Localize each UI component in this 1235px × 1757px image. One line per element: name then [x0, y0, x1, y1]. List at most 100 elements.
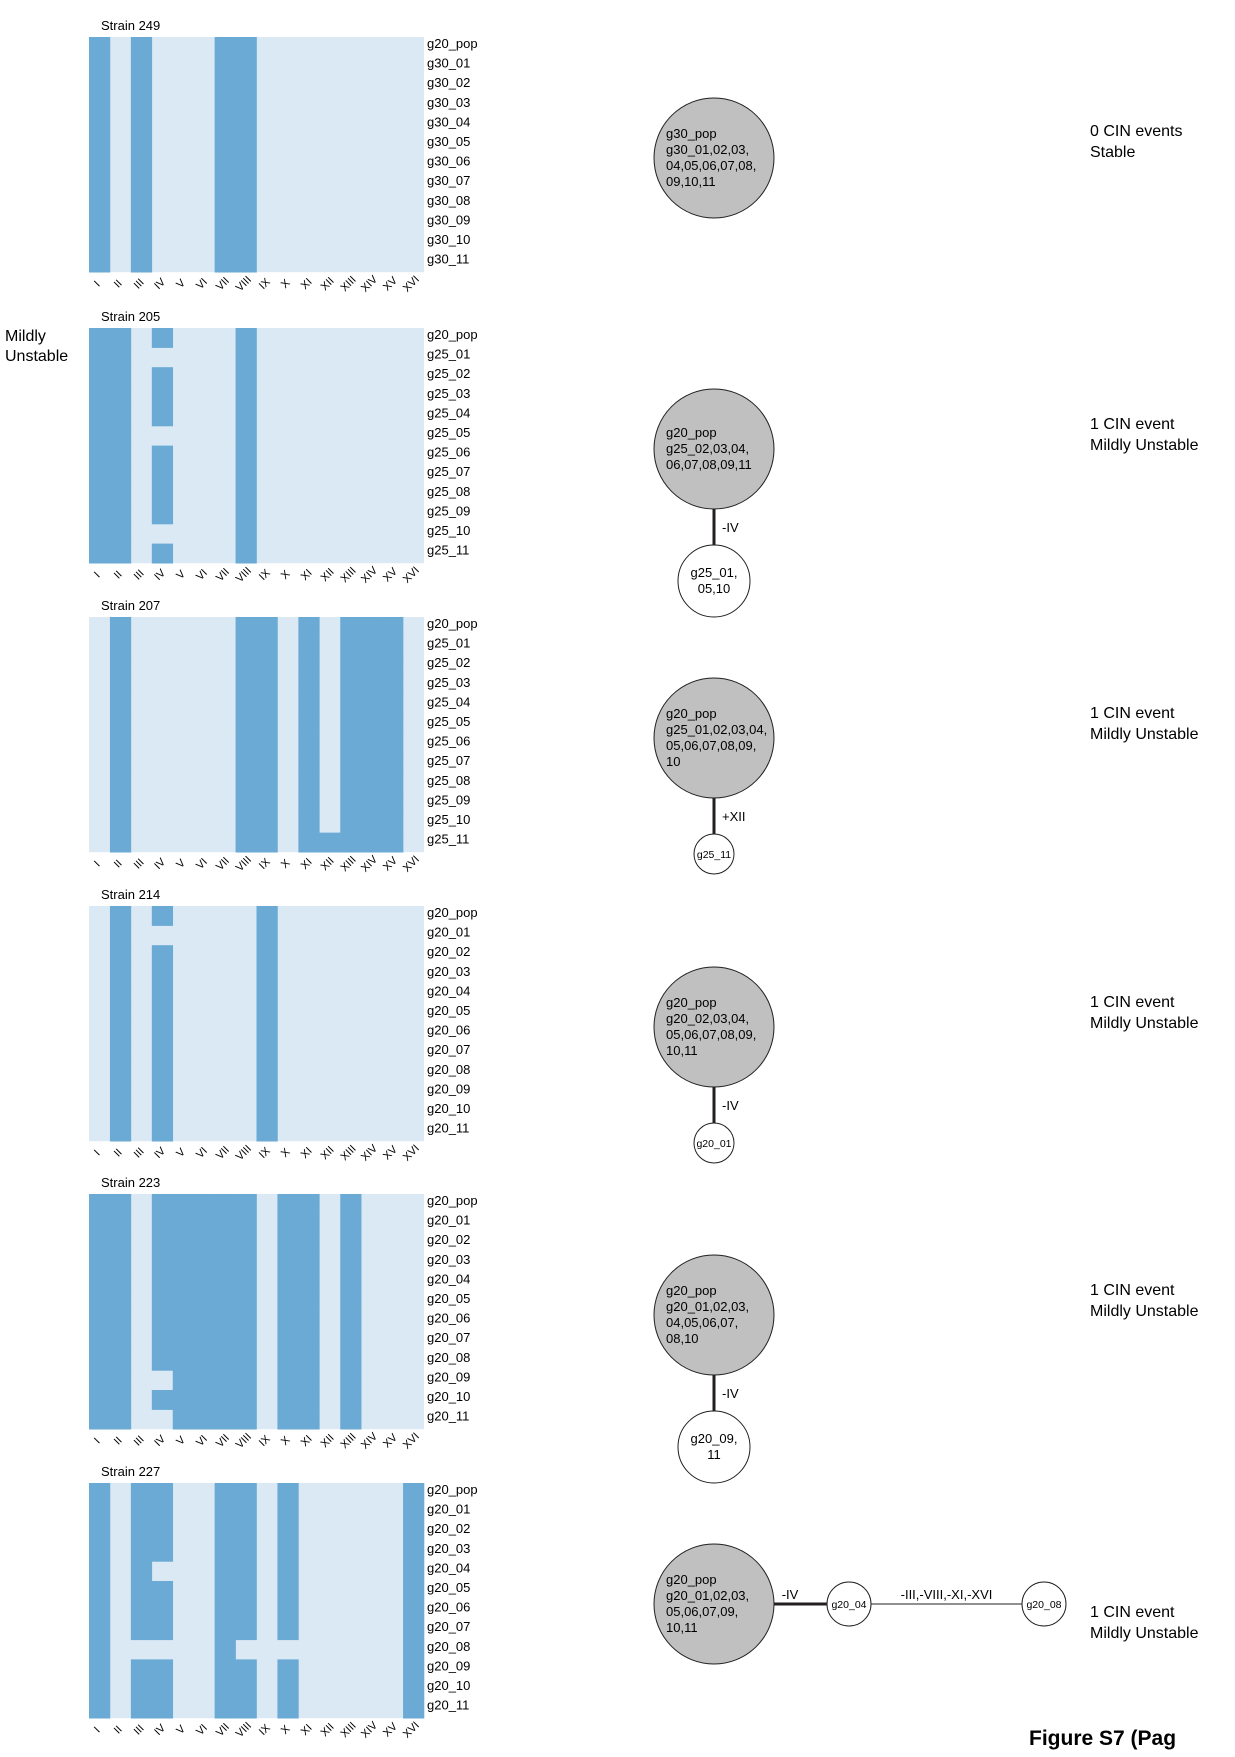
chromosome-label: XV: [381, 1431, 400, 1450]
child-node-label: g20_04: [831, 1599, 866, 1611]
row-label: g20_05: [427, 1291, 470, 1306]
heatmap-cell: [340, 1233, 362, 1254]
chromosome-label: V: [174, 1434, 188, 1448]
root-node-label: 04,05,06,07,: [666, 1315, 738, 1330]
row-label: g20_04: [427, 1271, 470, 1286]
heatmap-cell: [109, 617, 132, 637]
heatmap-cell: [235, 1194, 257, 1214]
root-node-label: g20_pop: [666, 706, 717, 721]
heatmap-cell: [298, 832, 320, 853]
heatmap-cell: [256, 1121, 278, 1142]
row-label: g20_pop: [427, 327, 478, 342]
heatmap-cell: [214, 1620, 236, 1641]
heatmap-cell: [130, 37, 153, 57]
heatmap-cell: [151, 1541, 174, 1562]
chromosome-label: IX: [257, 1145, 273, 1161]
root-node-label: 06,07,08,09,11: [666, 457, 752, 472]
chromosome-label: II: [112, 1435, 125, 1448]
heatmap-cell: [235, 426, 257, 446]
chromosome-label: VIII: [234, 1143, 254, 1163]
heatmap-cell: [214, 135, 236, 155]
heatmap-cell: [109, 1311, 132, 1332]
heatmap-cell: [235, 1483, 257, 1503]
heatmap-cell: [382, 754, 404, 775]
heatmap-cell: [382, 715, 404, 735]
heatmap-cell: [277, 1272, 299, 1293]
heatmap-cell: [109, 925, 132, 946]
chromosome-label: XVI: [401, 565, 422, 586]
heatmap-cell: [298, 1213, 320, 1234]
chromosome-label: VII: [214, 275, 232, 293]
chromosome-label: IX: [257, 276, 273, 292]
root-node-label: g20_pop: [666, 425, 717, 440]
heatmap-cell: [214, 1311, 236, 1332]
heatmap-cell: [235, 1659, 257, 1680]
heatmap-cell: [172, 1213, 194, 1234]
row-label: g20_01: [427, 1502, 470, 1517]
chromosome-label: X: [279, 857, 293, 871]
cin-status: Mildly Unstable: [1090, 726, 1199, 743]
row-label: g20_02: [427, 1232, 470, 1247]
heatmap-cell: [214, 1194, 236, 1214]
chromosome-label: XIII: [339, 854, 359, 874]
heatmap-cell: [235, 1698, 257, 1719]
heatmap-cell: [214, 1502, 236, 1523]
chromosome-label: X: [279, 1146, 293, 1160]
strain-panel: Strain 223 g20_pop g20_01 g20_02 g20_03 g20_0…: [89, 1175, 1199, 1484]
row-label: g25_11: [427, 543, 469, 558]
heatmap-cell: [109, 484, 132, 505]
heatmap-cell: [256, 925, 278, 946]
heatmap-cell: [403, 1698, 425, 1719]
row-label: g20_07: [427, 1619, 470, 1634]
heatmap-cell: [340, 1370, 362, 1391]
chromosome-label: I: [92, 570, 103, 581]
chromosome-label: VII: [214, 566, 232, 584]
row-label: g30_06: [427, 154, 470, 169]
heatmap-cell: [361, 636, 383, 657]
heatmap-cell: [109, 1082, 132, 1103]
heatmap-cell: [89, 233, 111, 253]
edge-label: +XII: [722, 809, 746, 824]
heatmap-cell: [298, 773, 320, 794]
heatmap-cell: [214, 1541, 236, 1562]
heatmap-cell: [277, 1370, 299, 1391]
heatmap-cell: [277, 1213, 299, 1234]
heatmap-cell: [277, 1390, 299, 1410]
heatmap-cell: [340, 1194, 362, 1214]
heatmap-cell: [109, 524, 132, 544]
heatmap-cell: [340, 773, 362, 794]
heatmap-cell: [298, 675, 320, 696]
heatmap-cell: [298, 1272, 320, 1293]
heatmap-cell: [214, 1252, 236, 1273]
cin-status: Mildly Unstable: [1090, 1625, 1199, 1642]
child-node-label: 11: [707, 1447, 721, 1462]
heatmap-cell: [109, 695, 132, 716]
heatmap-cell: [214, 1659, 236, 1680]
child-node-circle: [677, 1410, 751, 1484]
heatmap-cell: [172, 1331, 194, 1352]
heatmap-cell: [109, 1272, 132, 1293]
heatmap-cell: [235, 1541, 257, 1562]
heatmap-cell: [298, 754, 320, 775]
heatmap-cell: [151, 1272, 174, 1293]
row-label: g20_pop: [427, 1193, 478, 1208]
heatmap-cell: [109, 1331, 132, 1352]
heatmap-cell: [151, 504, 174, 525]
edge-label: -IV: [722, 520, 739, 535]
root-node-label: g30_pop: [666, 126, 717, 141]
heatmap-cell: [403, 1581, 425, 1601]
heatmap-cell: [109, 1102, 132, 1122]
chromosome-label: XIV: [359, 564, 380, 585]
heatmap-cell: [214, 233, 236, 253]
heatmap-cell: [403, 1659, 425, 1680]
chromosome-label: XIV: [359, 273, 380, 294]
heatmap-cell: [109, 734, 132, 755]
heatmap-cell: [89, 1639, 111, 1660]
heatmap-cell: [235, 1272, 257, 1293]
heatmap-cell: [130, 115, 153, 136]
heatmap-cell: [361, 754, 383, 775]
heatmap-cell: [130, 1581, 153, 1601]
chromosome-label: X: [279, 1434, 293, 1448]
chromosome-label: IV: [152, 1433, 168, 1449]
heatmap-cell: [277, 1561, 299, 1582]
